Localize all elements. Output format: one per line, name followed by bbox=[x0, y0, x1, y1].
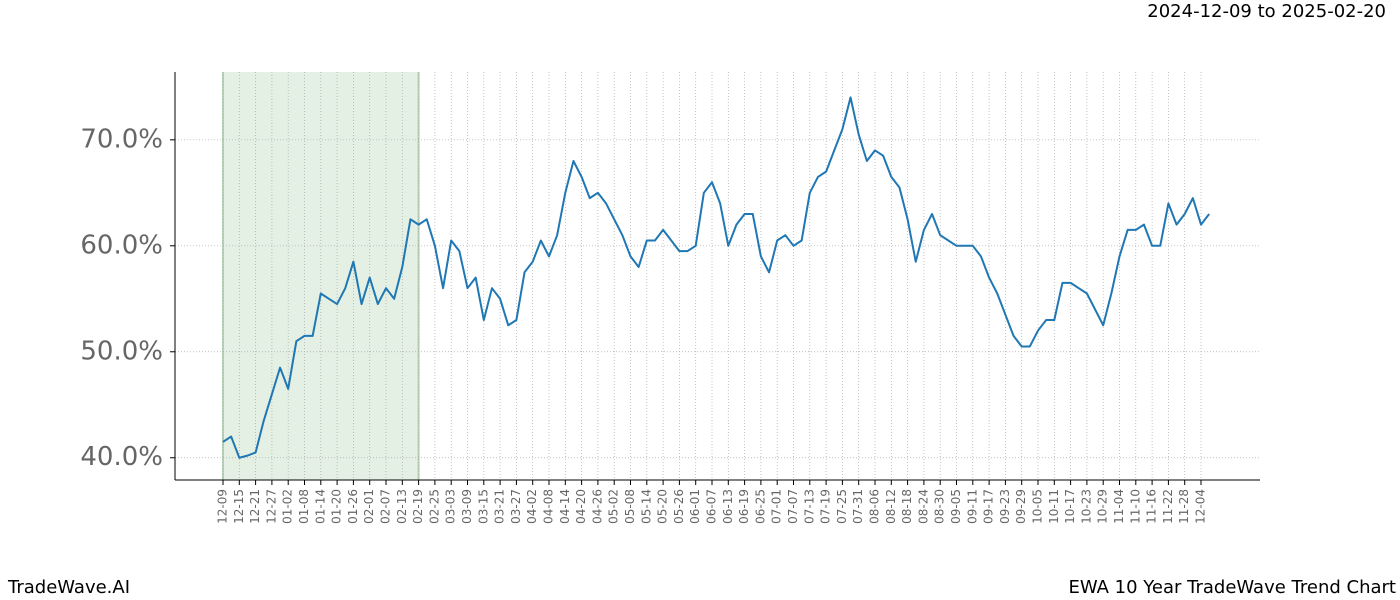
x-tick-label: 11-22 bbox=[1161, 489, 1175, 524]
x-tick-label: 05-02 bbox=[607, 489, 621, 524]
x-tick-label: 04-02 bbox=[525, 489, 539, 524]
x-tick-label: 11-16 bbox=[1145, 489, 1159, 524]
x-tick-label: 06-01 bbox=[688, 489, 702, 524]
chart-title: EWA 10 Year TradeWave Trend Chart bbox=[1068, 577, 1396, 598]
x-tick-label: 04-26 bbox=[590, 489, 604, 524]
x-tick-label: 12-15 bbox=[232, 489, 246, 524]
x-tick-label: 12-09 bbox=[216, 489, 230, 524]
x-tick-label: 08-24 bbox=[916, 489, 930, 524]
x-tick-label: 09-17 bbox=[982, 489, 996, 524]
x-tick-label: 06-07 bbox=[705, 489, 719, 524]
x-tick-label: 04-08 bbox=[542, 489, 556, 524]
x-tick-label: 12-27 bbox=[264, 489, 278, 524]
x-tick-label: 07-31 bbox=[851, 489, 865, 524]
y-tick-label: 70.0% bbox=[80, 124, 163, 154]
x-tick-label: 06-25 bbox=[753, 489, 767, 524]
x-tick-label: 01-02 bbox=[281, 489, 295, 524]
x-tick-label: 07-19 bbox=[819, 489, 833, 524]
series-line bbox=[222, 96, 1210, 459]
x-tick-label: 07-25 bbox=[835, 489, 849, 524]
x-tick-label: 09-05 bbox=[949, 489, 963, 524]
x-tick-label: 10-23 bbox=[1079, 489, 1093, 524]
x-tick-label: 03-21 bbox=[493, 489, 507, 524]
x-tick-label: 08-30 bbox=[933, 489, 947, 524]
x-tick-label: 09-29 bbox=[1014, 489, 1028, 524]
x-tick-label: 05-20 bbox=[656, 489, 670, 524]
x-tick-label: 03-03 bbox=[444, 489, 458, 524]
x-tick-label: 05-26 bbox=[672, 489, 686, 524]
x-tick-label: 03-09 bbox=[460, 489, 474, 524]
x-tick-label: 01-14 bbox=[313, 489, 327, 524]
x-tick-label: 01-08 bbox=[297, 489, 311, 524]
x-tick-label: 11-28 bbox=[1177, 489, 1191, 524]
x-tick-label: 10-17 bbox=[1063, 489, 1077, 524]
brand: TradeWave.AI bbox=[7, 577, 130, 598]
x-tick-label: 08-18 bbox=[900, 489, 914, 524]
x-tick-label: 01-26 bbox=[346, 489, 360, 524]
x-tick-label: 12-04 bbox=[1194, 489, 1208, 524]
y-tick-label: 60.0% bbox=[80, 230, 163, 260]
x-tick-label: 11-04 bbox=[1112, 489, 1126, 524]
x-tick-label: 02-19 bbox=[411, 489, 425, 524]
y-tick-label: 50.0% bbox=[80, 336, 163, 366]
x-tick-label: 02-13 bbox=[395, 489, 409, 524]
x-tick-label: 02-01 bbox=[362, 489, 376, 524]
x-tick-label: 04-14 bbox=[558, 489, 572, 524]
x-tick-label: 07-07 bbox=[786, 489, 800, 524]
x-tick-label: 02-07 bbox=[379, 489, 393, 524]
x-tick-label: 10-11 bbox=[1047, 489, 1061, 524]
x-tick-label: 09-23 bbox=[998, 489, 1012, 524]
x-tick-label: 09-11 bbox=[965, 489, 979, 524]
x-tick-label: 08-12 bbox=[884, 489, 898, 524]
x-tick-label: 06-19 bbox=[737, 489, 751, 524]
x-tick-label: 10-05 bbox=[1031, 489, 1045, 524]
x-tick-label: 05-14 bbox=[639, 489, 653, 524]
x-tick-label: 03-15 bbox=[476, 489, 490, 524]
x-tick-label: 07-01 bbox=[770, 489, 784, 524]
x-tick-label: 10-29 bbox=[1096, 489, 1110, 524]
x-tick-label: 07-13 bbox=[802, 489, 816, 524]
y-tick-label: 40.0% bbox=[80, 442, 163, 472]
x-tick-label: 08-06 bbox=[868, 489, 882, 524]
x-tick-label: 05-08 bbox=[623, 489, 637, 524]
x-tick-label: 01-20 bbox=[330, 489, 344, 524]
x-tick-label: 12-21 bbox=[248, 489, 262, 524]
x-tick-label: 06-13 bbox=[721, 489, 735, 524]
x-tick-label: 02-25 bbox=[427, 489, 441, 524]
x-tick-label: 04-20 bbox=[574, 489, 588, 524]
x-tick-label: 11-10 bbox=[1128, 489, 1142, 524]
date-range: 2024-12-09 to 2025-02-20 bbox=[1147, 1, 1386, 22]
x-tick-label: 03-27 bbox=[509, 489, 523, 524]
